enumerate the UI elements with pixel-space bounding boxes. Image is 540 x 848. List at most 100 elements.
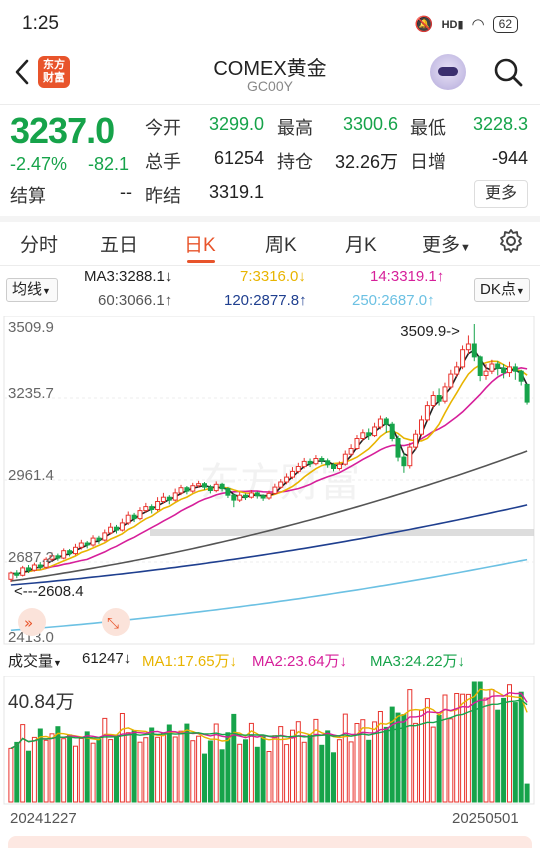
volume-bar-up (372, 721, 378, 803)
candle-up (377, 418, 383, 428)
expand-icon[interactable]: ⤡ (102, 608, 130, 636)
candle-up (448, 373, 454, 388)
candle-up (348, 448, 354, 455)
tab-weekly-k[interactable]: 周K (265, 235, 297, 256)
y-axis-label: 3509.9 (8, 319, 54, 336)
volume-bar-up (360, 719, 366, 803)
volume-bar-up (430, 726, 436, 803)
network-type: HD (441, 18, 458, 31)
volume-bar-down (501, 697, 507, 803)
volume-bar-up (160, 732, 166, 803)
high-label: 最高 (277, 118, 313, 138)
candle-down (331, 464, 336, 470)
status-time: 1:25 (22, 13, 59, 34)
svg-text:»: » (24, 614, 33, 632)
volume-max-label: 40.84万 (8, 692, 75, 713)
volume-bar-up (20, 724, 26, 803)
open-interest-value: 32.26万 (334, 152, 398, 172)
candle-up (278, 481, 284, 488)
volume-chart[interactable]: 40.84万 (0, 676, 540, 806)
gear-icon[interactable] (498, 228, 524, 254)
tab-daily-k[interactable]: 日K (184, 235, 216, 256)
svg-text:⤡: ⤡ (107, 614, 119, 632)
candle-down (26, 567, 31, 571)
mute-icon: 🔕 (414, 16, 434, 33)
more-quote-button[interactable]: 更多 (474, 180, 528, 208)
candle-up (90, 537, 96, 546)
volume-bar-up (125, 732, 131, 803)
volume-bar-down (84, 731, 90, 803)
low-label: 最低 (410, 118, 446, 138)
volume-bar-up (301, 741, 307, 803)
ma60-line (10, 450, 528, 582)
candle-up (160, 496, 166, 502)
candle-down (307, 460, 313, 465)
prev-settle-label: 昨结 (145, 186, 181, 206)
candle-down (495, 363, 501, 369)
candle-up (272, 486, 278, 494)
volume-bar-down (512, 702, 518, 803)
collapse-icon[interactable]: » (18, 608, 46, 636)
candle-up (413, 433, 419, 448)
volume-bar-up (295, 721, 301, 803)
volume-bar-up (483, 697, 489, 803)
candle-down (184, 487, 190, 492)
candle-down (84, 542, 90, 546)
tab-intraday[interactable]: 分时 (20, 235, 59, 256)
candle-up (290, 470, 295, 478)
section-divider (0, 216, 540, 222)
volume-bar-up (377, 711, 383, 803)
open-value: 3299.0 (208, 114, 264, 134)
volume-bar-down (37, 728, 43, 803)
tab-more[interactable]: 更多▼ (422, 230, 471, 257)
volume-bar-down (225, 732, 231, 803)
indicator-select[interactable]: 均线▼ (6, 278, 58, 302)
candle-up (155, 501, 161, 510)
search-icon[interactable] (492, 56, 524, 88)
candle-up (372, 426, 378, 437)
volume-label: 总手 (145, 152, 181, 172)
volume-bar-up (137, 741, 143, 803)
volume-bar-up (73, 745, 78, 803)
candle-down (166, 496, 172, 501)
candlestick-chart[interactable]: 东方财富 3509.9 3235.7 2961.4 2687.2 2413.0 … (0, 316, 540, 646)
volume-bar-up (313, 718, 319, 803)
volume-bar-down (325, 730, 331, 803)
open-interest-label: 持仓 (277, 152, 313, 172)
candle-up (43, 558, 49, 568)
tab-five-day[interactable]: 五日 (100, 235, 139, 256)
tab-monthly-k[interactable]: 月K (345, 235, 377, 256)
candle-up (61, 550, 67, 559)
candle-up (342, 453, 348, 465)
volume-bar-down (207, 740, 213, 803)
assistant-robot-icon[interactable] (430, 54, 466, 90)
header-divider (0, 104, 540, 105)
back-icon[interactable] (10, 58, 34, 86)
candle-down (401, 456, 407, 467)
dk-point-select[interactable]: DK点▼ (474, 278, 530, 302)
volume-bar-up (155, 736, 161, 803)
volume-indicator-select[interactable]: 成交量▼ (8, 650, 62, 671)
app-logo: 东方财富 (38, 56, 70, 88)
candle-down (389, 423, 395, 439)
volume-value: 61254 (213, 148, 264, 168)
candle-down (149, 506, 155, 511)
candle-up (336, 463, 342, 469)
candle-down (225, 488, 231, 496)
volume-bar-up (248, 722, 254, 803)
candle-down (243, 494, 248, 498)
y-axis-label: 3235.7 (8, 385, 54, 402)
caret-down-icon: ▼ (42, 286, 51, 296)
volume-bar-up (78, 737, 84, 803)
candle-down (518, 370, 524, 382)
volume-bar-up (43, 739, 49, 803)
candle-up (424, 405, 430, 421)
candle-up (419, 419, 424, 435)
y-axis-label: 2687.2 (8, 549, 54, 566)
volume-bar-down (495, 709, 501, 803)
volume-ma-lines (10, 688, 528, 750)
candles (8, 324, 530, 583)
period-tabs: 分时 五日 日K 周K 月K 更多▼ (0, 220, 540, 264)
volume-bar-up (489, 689, 495, 803)
volume-bar-down (219, 749, 225, 803)
